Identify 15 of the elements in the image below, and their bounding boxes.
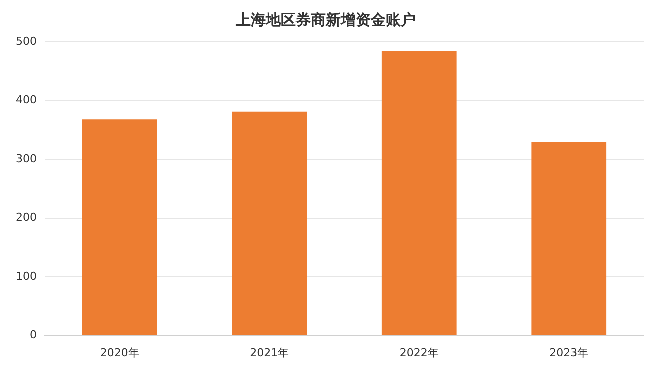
bar <box>532 142 607 336</box>
x-tick-label: 2020年 <box>100 346 140 360</box>
chart-title: 上海地区券商新增资金账户 <box>235 10 416 29</box>
y-tick-label: 500 <box>16 34 37 48</box>
bar <box>82 120 158 336</box>
y-tick-label: 200 <box>16 211 37 224</box>
y-tick-label: 300 <box>16 152 37 166</box>
y-tick-label: 100 <box>16 270 37 283</box>
y-tick-label: 400 <box>16 94 37 107</box>
x-tick-label: 2023年 <box>550 346 589 360</box>
x-tick-label: 2022年 <box>400 346 439 360</box>
bar <box>382 51 457 336</box>
x-tick-label: 2021年 <box>250 346 290 360</box>
bar <box>232 112 308 336</box>
y-tick-label: 0 <box>30 328 37 342</box>
